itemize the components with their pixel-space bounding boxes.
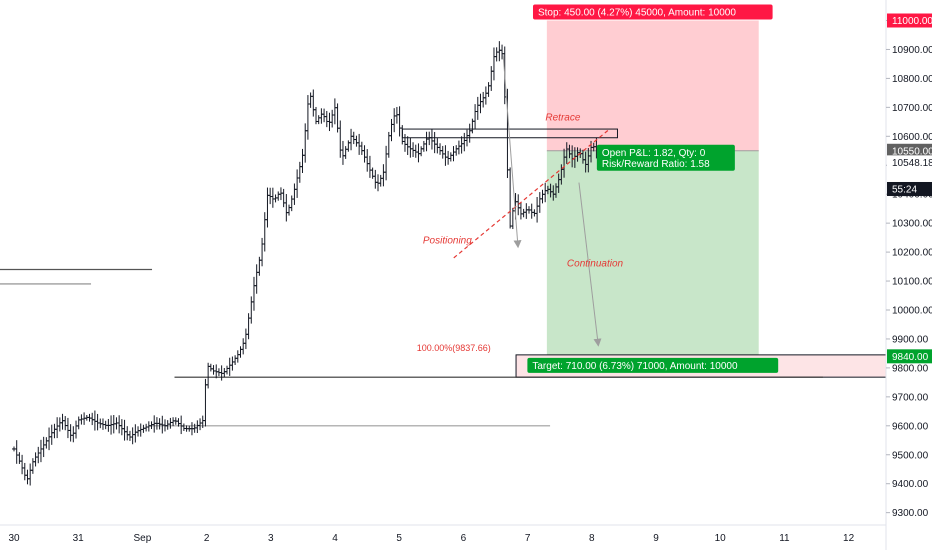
x-tick-label: Sep — [134, 533, 152, 544]
x-tick-label: 12 — [843, 533, 855, 544]
x-tick-label: 7 — [525, 533, 531, 544]
reward-zone — [546, 150, 759, 357]
position-zones — [546, 20, 759, 357]
svg-text:9840.00: 9840.00 — [892, 352, 929, 363]
svg-text:55:24: 55:24 — [892, 184, 917, 195]
x-tick-label: 9 — [653, 533, 659, 544]
x-tick-label: 11 — [779, 533, 790, 544]
x-tick-label: 4 — [332, 533, 338, 544]
retrace-label: Retrace — [545, 112, 580, 123]
ohlc-bars — [12, 41, 599, 486]
y-tick-label: 10100.00 — [892, 277, 932, 288]
svg-text:10548.18: 10548.18 — [892, 158, 932, 169]
x-tick-label: 8 — [589, 533, 595, 544]
y-tick-label: 9400.00 — [892, 479, 929, 490]
x-tick-label: 31 — [73, 533, 85, 544]
continuation-label: Continuation — [567, 259, 624, 270]
stop-label: Stop: 450.00 (4.27%) 45000, Amount: 1000… — [532, 4, 773, 20]
svg-text:Risk/Reward Ratio: 1.58: Risk/Reward Ratio: 1.58 — [602, 159, 710, 170]
x-tick-label: 5 — [396, 533, 402, 544]
trend-lines — [453, 55, 609, 347]
y-tick-label: 9300.00 — [892, 508, 929, 519]
x-tick-label: 2 — [204, 533, 210, 544]
x-tick-label: 30 — [8, 533, 20, 544]
y-tick-label: 9900.00 — [892, 334, 929, 345]
y-tick-label: 10800.00 — [892, 74, 932, 85]
price-badge: 9840.00 — [887, 349, 932, 364]
fib-level-label: 100.00%(9837.66) — [417, 343, 491, 353]
y-tick-label: 9600.00 — [892, 421, 929, 432]
target-label: Target: 710.00 (6.73%) 71000, Amount: 10… — [527, 357, 779, 373]
svg-text:Target: 710.00 (6.73%) 71000,: Target: 710.00 (6.73%) 71000, Amount: 10… — [532, 361, 738, 372]
y-tick-label: 10200.00 — [892, 248, 932, 259]
continuation-arrow — [578, 182, 602, 347]
risk-zone — [546, 20, 759, 151]
y-tick-label: 10900.00 — [892, 45, 932, 56]
price-badge: 55:24 — [887, 181, 932, 196]
y-tick-label: 10000.00 — [892, 306, 932, 317]
y-tick-label: 10300.00 — [892, 219, 932, 230]
price-badge: 11000.00 — [887, 13, 932, 28]
chart-labels: Retrace Positioning Continuation 100.00%(98… — [417, 4, 779, 373]
y-tick-label: 9700.00 — [892, 392, 929, 403]
y-tick-label: 10700.00 — [892, 103, 932, 114]
price-badge: 10548.18 — [887, 155, 932, 170]
y-tick-label: 10600.00 — [892, 132, 932, 143]
positioning-label: Positioning — [423, 235, 472, 246]
x-tick-label: 10 — [715, 533, 727, 544]
y-tick-label: 9800.00 — [892, 363, 929, 374]
x-tick-label: 6 — [461, 533, 467, 544]
x-tick-label: 3 — [268, 533, 274, 544]
x-axis: 30 31 Sep 2 3 4 5 6 7 8 9 10 11 12 — [0, 524, 886, 544]
svg-text:11000.00: 11000.00 — [892, 16, 932, 27]
y-tick-label: 9500.00 — [892, 450, 929, 461]
svg-text:Open P&L: 1.82, Qty: 0: Open P&L: 1.82, Qty: 0 — [602, 148, 706, 159]
ascending-trendline — [453, 130, 609, 259]
svg-text:10550.00: 10550.00 — [892, 146, 932, 157]
svg-text:Stop: 450.00 (4.27%) 45000, Am: Stop: 450.00 (4.27%) 45000, Amount: 1000… — [538, 8, 736, 19]
price-badge: 10550.00 — [887, 143, 932, 158]
y-axis: 11000.00 10900.00 10800.00 10700.00 10600.00… — [885, 0, 932, 550]
retrace-arrow — [502, 55, 522, 249]
